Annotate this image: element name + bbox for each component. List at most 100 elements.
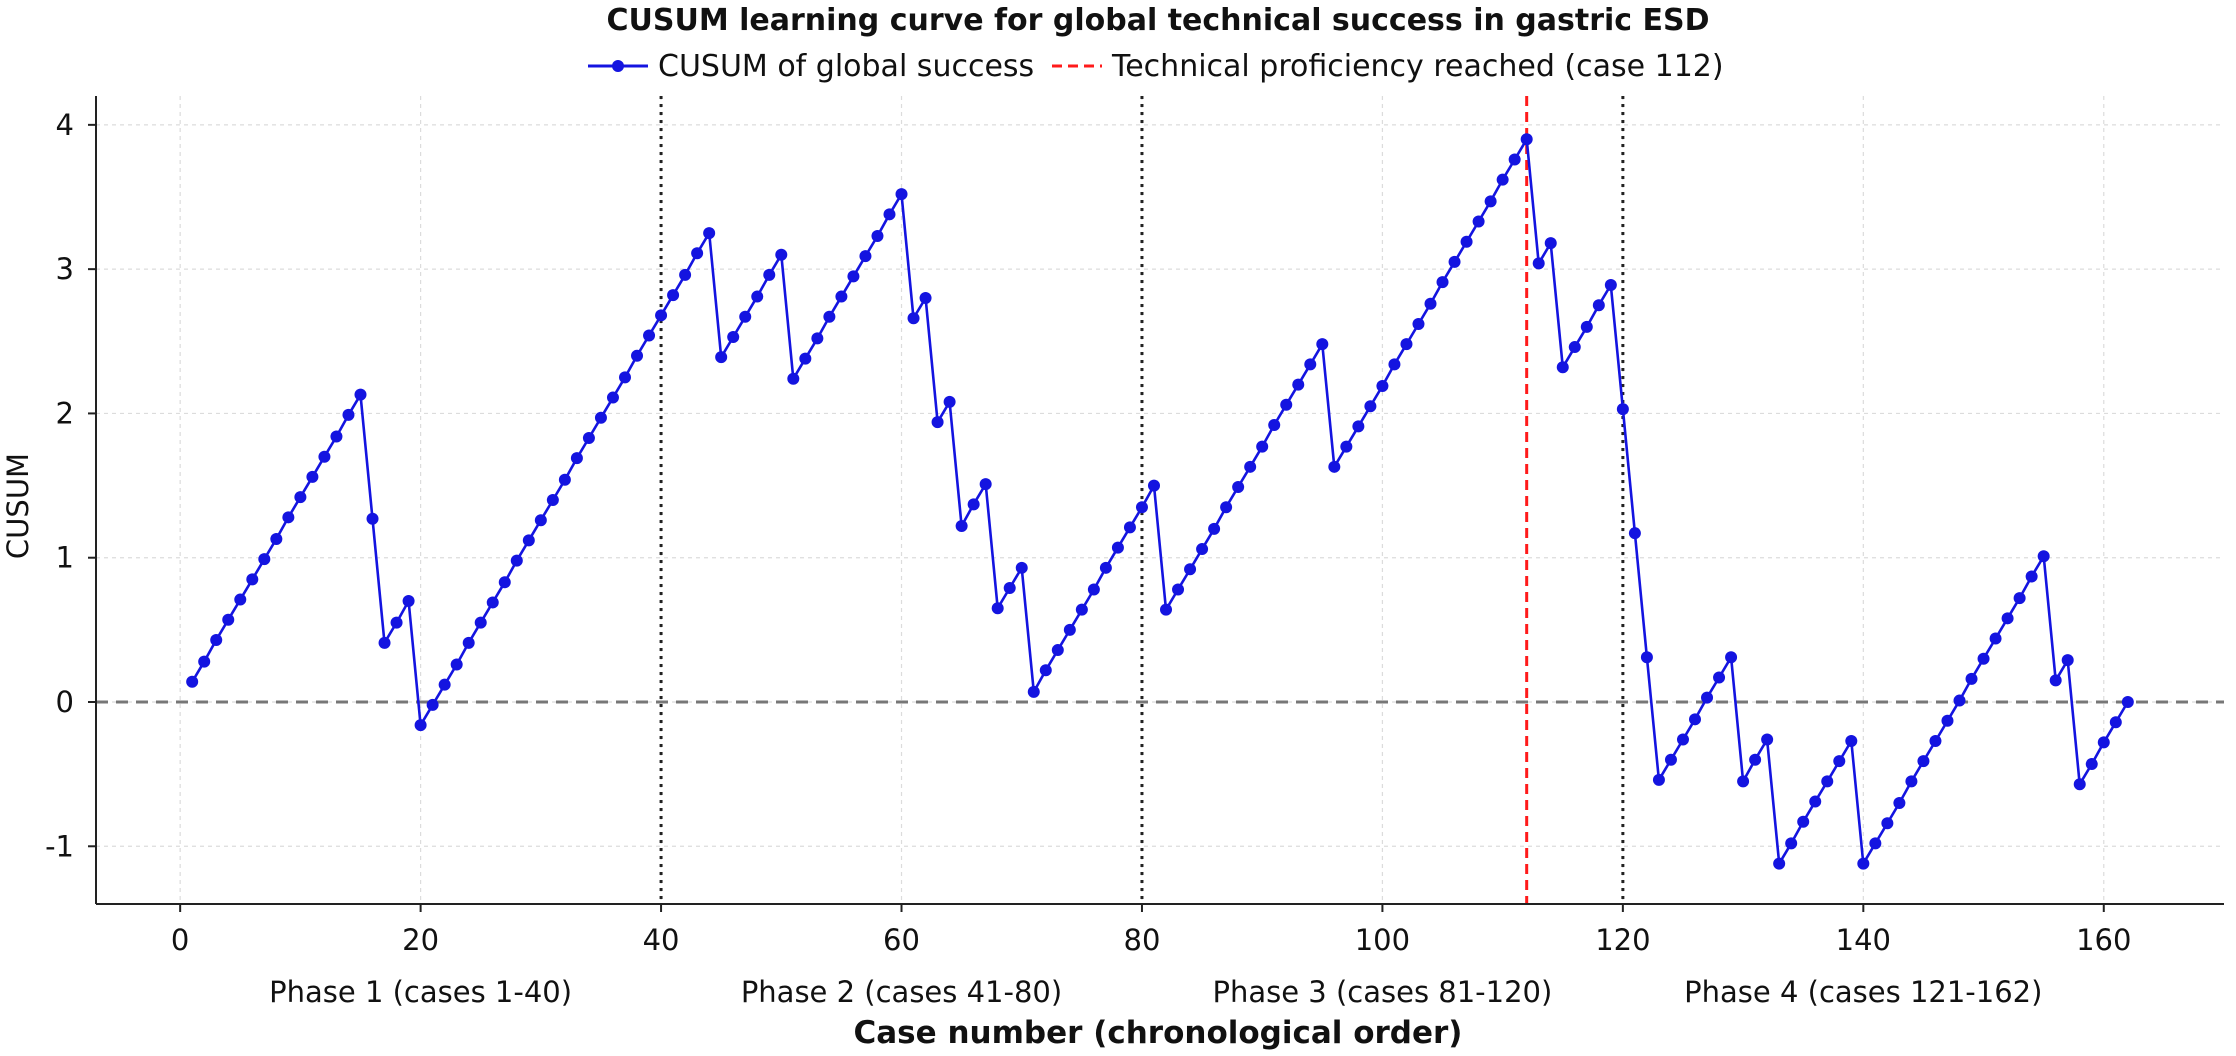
x-tick-label: 160: [2076, 923, 2131, 957]
data-point: [1833, 755, 1846, 768]
data-point: [1388, 358, 1401, 371]
data-point: [186, 675, 199, 688]
data-point: [1472, 215, 1485, 228]
data-point: [2025, 570, 2038, 583]
data-point: [522, 534, 535, 547]
data-point: [763, 268, 776, 281]
data-point: [270, 532, 283, 545]
data-point: [1352, 420, 1365, 433]
data-point: [1460, 235, 1473, 248]
data-point: [426, 698, 439, 711]
data-point: [1725, 651, 1738, 664]
data-point: [1604, 279, 1617, 292]
data-point: [294, 491, 307, 504]
series-line: [191, 138, 2129, 865]
data-point: [1075, 603, 1088, 616]
data-point: [1172, 583, 1185, 596]
data-point: [1244, 460, 1257, 473]
y-tick-label: 4: [56, 108, 74, 142]
legend: CUSUM of global success Technical profic…: [588, 49, 1724, 84]
data-point: [390, 616, 403, 629]
data-point: [618, 371, 631, 384]
data-point: [739, 310, 752, 323]
data-point: [1905, 775, 1918, 788]
data-point: [1580, 320, 1593, 333]
y-axis-label: CUSUM: [1, 453, 35, 559]
data-point: [979, 478, 992, 491]
legend-series-marker: [612, 60, 624, 72]
x-tick-label: 120: [1595, 923, 1650, 957]
data-point: [1256, 440, 1269, 453]
data-point: [667, 289, 680, 302]
data-point: [1989, 632, 2002, 645]
x-tick-label: 40: [643, 923, 680, 957]
x-tick-label: 0: [171, 923, 189, 957]
x-tick-labels: 0 20 40 60 80 100 120 140 160: [171, 923, 2132, 957]
data-point: [1027, 685, 1040, 698]
data-point: [727, 330, 740, 343]
data-point: [378, 636, 391, 649]
data-point: [354, 388, 367, 401]
data-point: [1568, 341, 1581, 354]
data-point: [1941, 714, 1954, 727]
data-point: [210, 633, 223, 646]
data-point: [823, 310, 836, 323]
data-point: [931, 416, 944, 429]
data-point: [1099, 561, 1112, 574]
data-point: [2073, 778, 2086, 791]
data-point: [1147, 479, 1160, 492]
data-point: [1713, 671, 1726, 684]
data-point: [715, 351, 728, 364]
phase-label: Phase 4 (cases 121-162): [1684, 975, 2042, 1009]
data-point: [1123, 521, 1136, 534]
data-point: [787, 372, 800, 385]
data-point: [2013, 592, 2026, 605]
data-point: [703, 227, 716, 240]
data-point: [1592, 299, 1605, 312]
data-point: [534, 514, 547, 527]
data-point: [1135, 501, 1148, 514]
data-point: [1664, 753, 1677, 766]
data-point: [450, 658, 463, 671]
data-point: [366, 512, 379, 525]
data-point: [2049, 674, 2062, 687]
data-point: [510, 554, 523, 567]
data-point: [1929, 734, 1942, 747]
data-point: [943, 395, 956, 408]
data-point: [1087, 583, 1100, 596]
phase-label: Phase 1 (cases 1-40): [269, 975, 572, 1009]
data-point: [1280, 398, 1293, 411]
data-point: [1448, 255, 1461, 268]
data-point: [775, 248, 788, 261]
data-point: [1869, 837, 1882, 850]
data-point: [570, 452, 583, 465]
x-tick-label: 80: [1124, 923, 1161, 957]
data-point: [318, 450, 331, 463]
data-point: [1220, 501, 1233, 514]
data-point: [1063, 623, 1076, 636]
data-point: [2121, 696, 2134, 708]
data-point: [438, 678, 451, 691]
data-point: [1893, 797, 1906, 809]
data-point: [402, 595, 415, 607]
data-point: [486, 596, 499, 609]
data-point: [1821, 775, 1834, 788]
data-point: [414, 719, 427, 732]
data-point: [1845, 734, 1858, 747]
data-point: [1797, 815, 1810, 828]
phase-label: Phase 3 (cases 81-120): [1213, 975, 1553, 1009]
data-point: [246, 573, 259, 586]
data-point: [1556, 361, 1569, 374]
data-point: [1508, 153, 1521, 166]
data-point: [643, 329, 656, 342]
data-point: [1809, 795, 1822, 808]
data-point: [835, 290, 848, 303]
data-point: [1737, 775, 1750, 788]
series-cusum: [186, 133, 2134, 870]
data-point: [282, 511, 295, 524]
data-point: [1965, 672, 1978, 685]
data-point: [1015, 561, 1028, 574]
data-point: [1689, 713, 1702, 726]
data-point: [594, 411, 607, 424]
data-point: [198, 655, 211, 668]
